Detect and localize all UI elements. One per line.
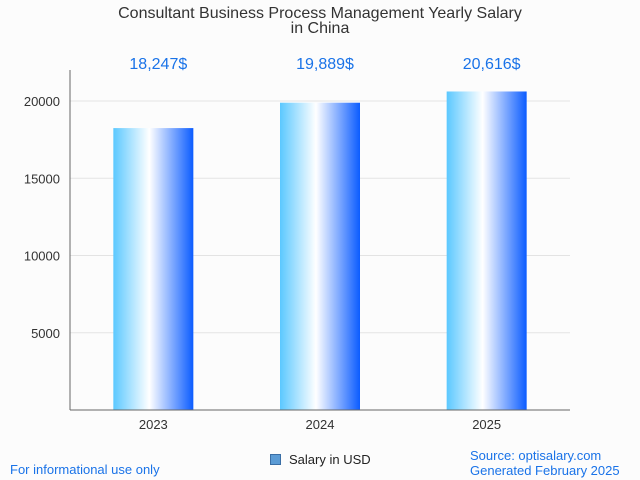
x-tick-label-2025: 2025 [472,417,501,432]
value-label-2024: 19,889$ [296,56,354,73]
chart-title-line-2: in China [291,20,350,37]
bar-2024 [280,102,360,410]
y-tick-label: 5000 [31,326,60,341]
x-tick-label-2024: 2024 [306,417,335,432]
value-label-2025: 20,616$ [463,56,521,73]
y-tick-label: 20000 [24,94,60,109]
bar-2025 [446,91,527,411]
bar-2023 [113,128,194,410]
bars [113,91,527,411]
value-labels: 18,247$ 19,889$ 20,616$ [129,56,520,73]
generated-text: Generated February 2025 [470,463,620,478]
legend-swatch [270,454,281,465]
chart-title-line-1: Consultant Business Process Management Y… [118,5,522,22]
y-tick-label: 10000 [24,249,60,264]
x-tick-label-2023: 2023 [139,417,168,432]
legend-label: Salary in USD [289,452,371,467]
source-text: Source: optisalary.com [470,448,602,463]
y-tick-label: 15000 [24,171,60,186]
disclaimer-text: For informational use only [10,462,160,477]
legend: Salary in USD [270,452,371,467]
axis-ticks: 5000 10000 15000 20000 2023 2024 2025 [24,94,501,432]
source-block: Source: optisalary.com Generated Februar… [470,448,620,478]
value-label-2023: 18,247$ [129,56,187,73]
